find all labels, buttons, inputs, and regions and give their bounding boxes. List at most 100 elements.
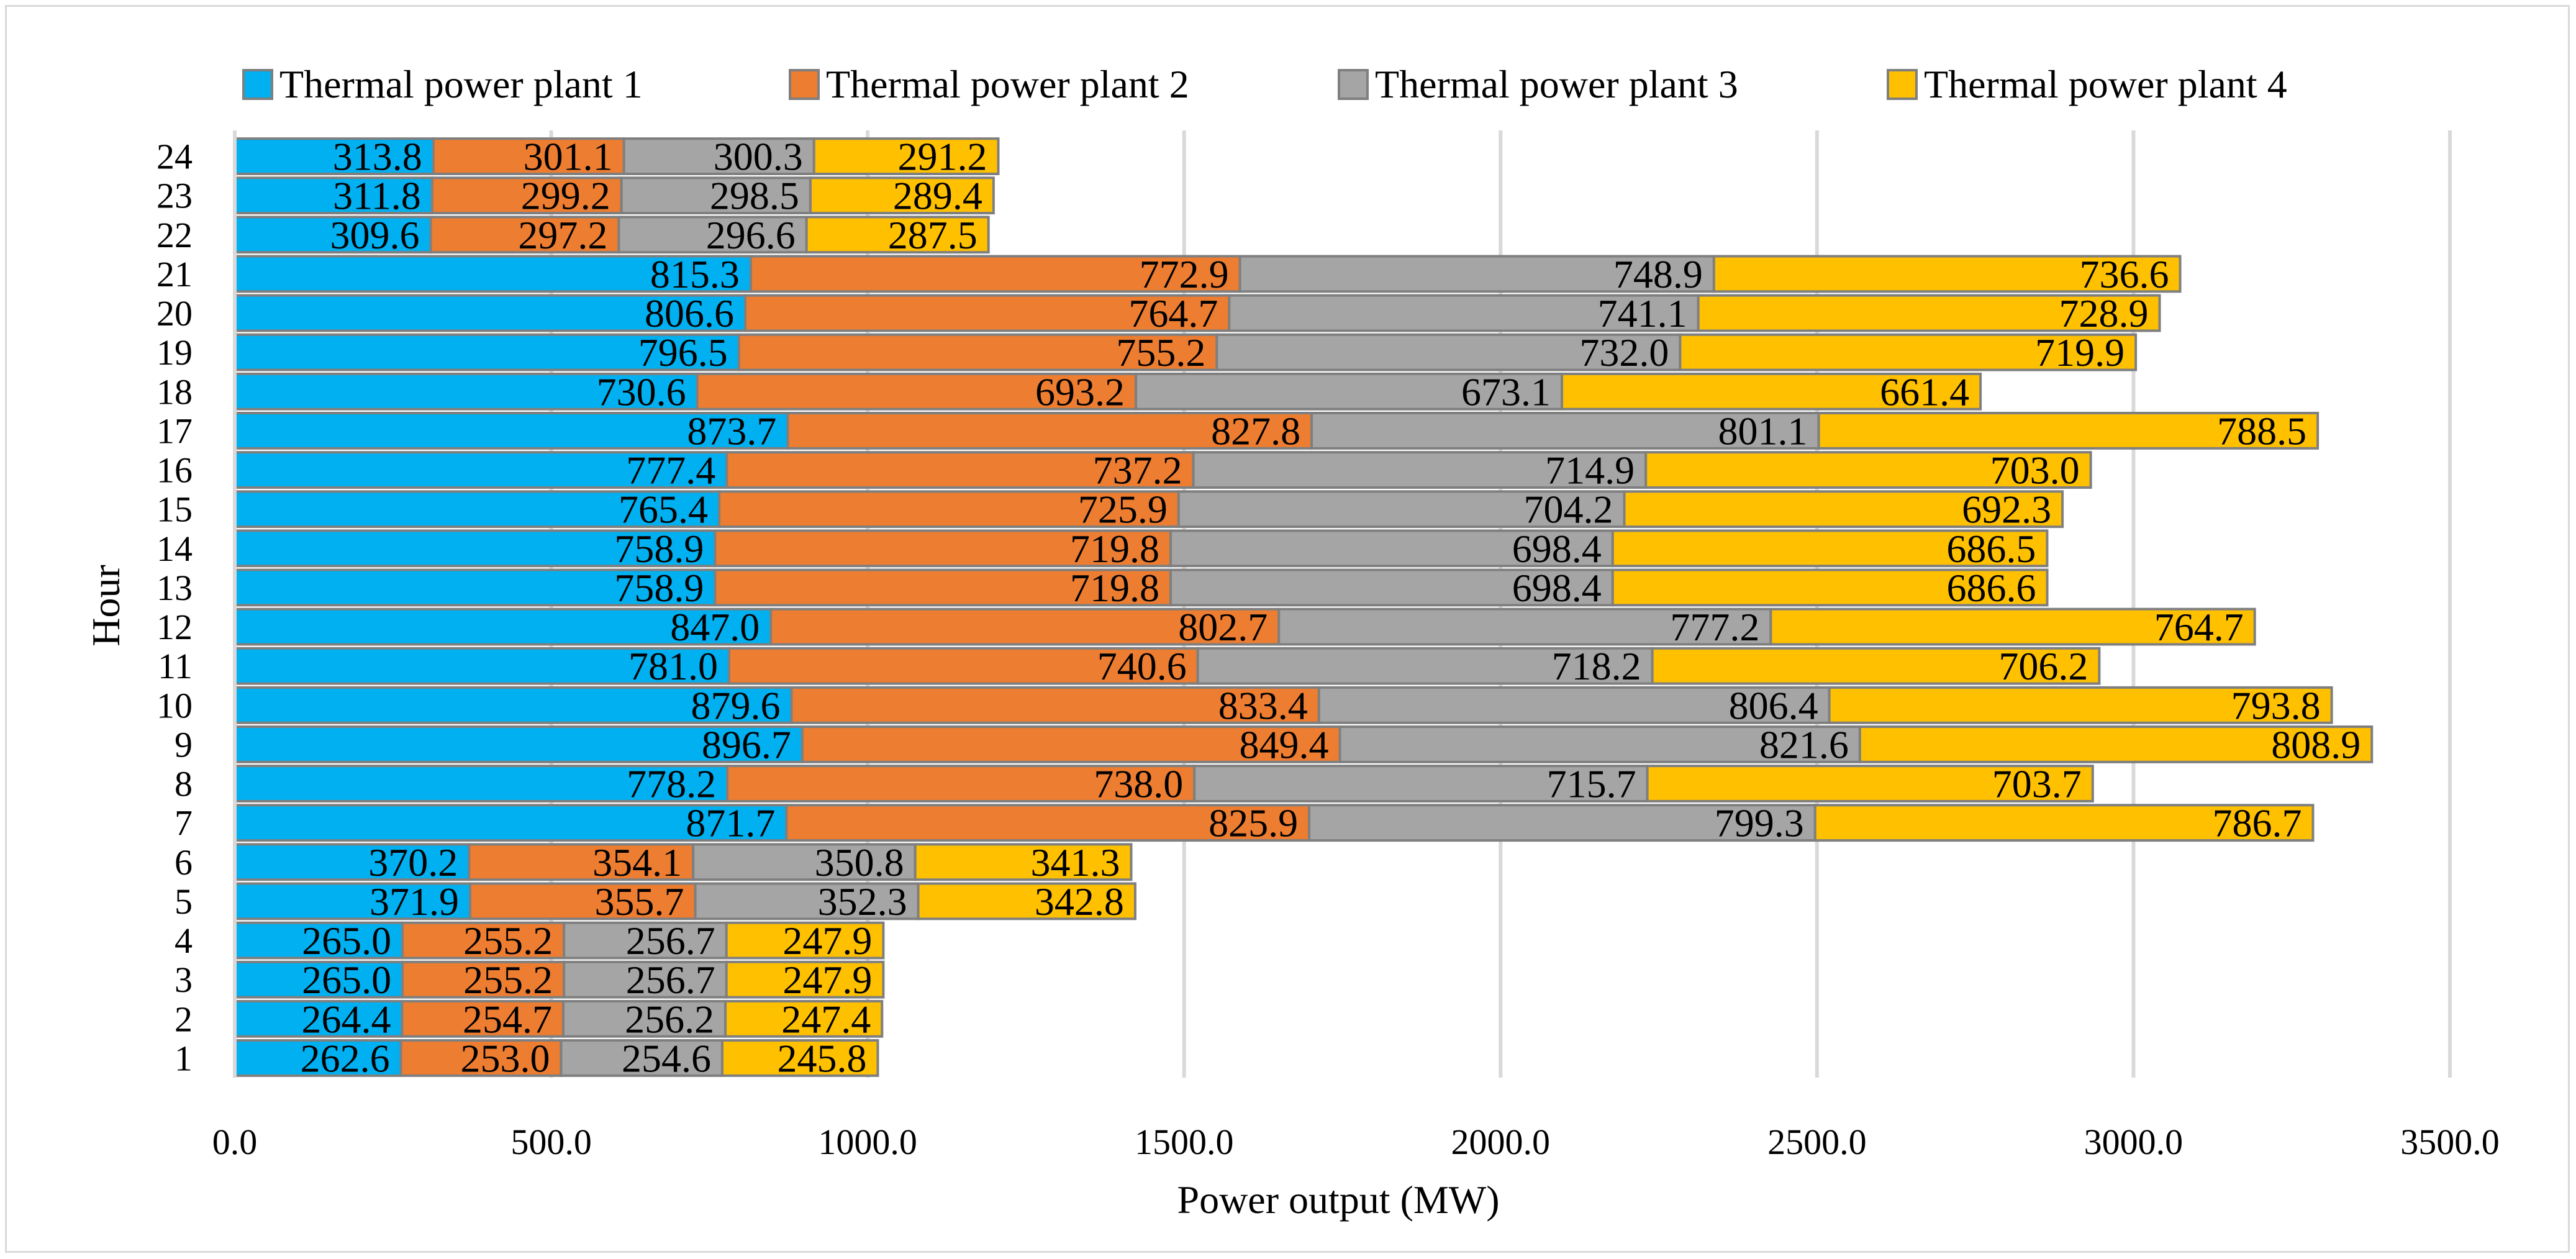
legend-swatch-plant-4 [1887,69,1918,100]
data-label: 300.3 [714,135,803,179]
y-tick-label: 6 [175,842,193,883]
data-label: 291.2 [897,135,987,179]
y-tick-label: 7 [175,803,193,843]
data-label: 342.8 [1035,879,1124,924]
data-label: 808.9 [2271,722,2361,766]
legend-swatch-plant-3 [1338,69,1369,100]
data-label: 777.4 [626,448,715,493]
x-tick-label: 2000.0 [1451,1122,1551,1162]
data-label: 764.7 [2154,605,2244,649]
x-tick-label: 1500.0 [1135,1122,1234,1162]
data-label: 728.9 [2059,291,2149,335]
x-tick-label: 2500.0 [1767,1122,1867,1162]
data-label: 719.8 [1070,566,1159,610]
data-label: 736.6 [2080,252,2169,296]
bar-segment-plant-4-hour-3 [725,960,885,999]
bar-segment-plant-2-hour-1 [399,1039,563,1077]
bar-segment-plant-3-hour-8 [1193,765,1649,802]
data-label: 764.7 [1128,291,1218,335]
data-label: 309.6 [330,213,420,257]
bar-segment-plant-3-hour-21 [1238,255,1715,293]
data-label: 799.3 [1715,801,1804,845]
data-label: 873.7 [687,409,776,453]
bar-segment-plant-2-hour-15 [718,490,1180,529]
legend-label: Thermal power plant 3 [1375,62,1738,106]
bar-segment-plant-4-hour-14 [1611,529,2049,568]
x-tick-label: 0.0 [212,1122,258,1162]
data-label: 801.1 [1718,409,1808,453]
bar-segment-plant-2-hour-16 [725,451,1195,489]
bar-segment-plant-1-hour-19 [234,333,740,371]
data-label: 802.7 [1178,605,1268,649]
data-label: 703.0 [1990,448,2080,493]
bar-segment-plant-1-hour-11 [234,647,730,685]
bar-segment-plant-3-hour-24 [622,137,815,175]
bar-segment-plant-1-hour-1 [234,1039,402,1077]
legend-swatch-plant-2 [789,69,820,100]
data-label: 741.1 [1598,291,1687,335]
bar-segment-plant-1-hour-22 [234,216,432,254]
y-tick-label: 15 [156,489,193,530]
y-tick-label: 19 [156,332,193,373]
data-label: 299.2 [521,174,610,218]
bar-segment-plant-4-hour-1 [720,1039,879,1077]
bar-segment-plant-4-hour-19 [1679,333,2138,371]
bar-segment-plant-4-hour-15 [1623,490,2064,529]
data-label: 765.4 [619,488,708,532]
data-label: 796.5 [638,330,728,375]
bar-segment-plant-3-hour-1 [560,1039,723,1077]
data-label: 247.9 [782,919,872,963]
data-label: 725.9 [1078,488,1168,532]
bar-segment-plant-1-hour-2 [234,999,404,1038]
data-label: 706.2 [1998,644,2088,688]
data-label: 827.8 [1211,409,1300,453]
bar-segment-plant-4-hour-2 [724,999,884,1038]
data-label: 704.2 [1524,488,1613,532]
x-tick-label: 3500.0 [2400,1122,2500,1162]
data-label: 350.8 [815,840,904,884]
x-tick-label: 3000.0 [2084,1122,2184,1162]
data-label: 311.8 [333,174,421,218]
bar-segment-plant-2-hour-5 [469,882,697,920]
y-tick-label: 18 [156,371,193,412]
y-tick-label: 4 [175,920,193,961]
data-label: 352.3 [818,879,907,924]
x-tick-label: 1000.0 [818,1122,917,1162]
bar-segment-plant-2-hour-23 [430,176,623,215]
bar-segment-plant-2-hour-10 [790,686,1320,724]
data-label: 786.7 [2212,801,2302,845]
bar-segment-plant-2-hour-19 [737,333,1218,371]
data-label: 313.8 [333,135,422,179]
bar-segment-plant-1-hour-20 [234,294,747,332]
legend-swatch-plant-1 [242,69,273,100]
bar-segment-plant-4-hour-5 [917,882,1136,920]
legend-label: Thermal power plant 1 [279,62,643,106]
bar-segment-plant-1-hour-4 [234,921,404,960]
bar-segment-plant-4-hour-18 [1561,372,1982,411]
bar-segment-plant-3-hour-22 [617,216,808,254]
data-label: 778.2 [627,762,716,806]
data-label: 355.7 [595,879,684,924]
bar-segment-plant-1-hour-6 [234,843,471,881]
data-label: 719.8 [1070,527,1159,571]
data-label: 301.1 [524,135,613,179]
data-label: 256.2 [625,997,714,1041]
data-label: 849.4 [1240,722,1329,766]
x-axis-title: Power output (MW) [1177,1178,1499,1222]
bar-segment-plant-1-hour-14 [234,529,717,568]
bar-segment-plant-3-hour-4 [563,921,728,960]
data-label: 806.4 [1729,683,1818,727]
y-tick-label: 9 [175,724,193,765]
bar-segment-plant-1-hour-8 [234,765,729,802]
data-label: 255.2 [463,919,553,963]
y-tick-label: 1 [175,1038,193,1078]
data-labels: 262.6 253.0 254.6 245.8 264.4 254.7 256.2 247.4… [301,135,2361,1081]
data-label: 772.9 [1140,252,1229,296]
data-label: 247.9 [782,958,872,1002]
bar-segment-plant-4-hour-21 [1712,255,2182,293]
bar-segment-plant-4-hour-6 [914,843,1133,881]
legend: Thermal power plant 1 Thermal power plant… [242,62,2287,106]
legend-label: Thermal power plant 2 [826,62,1189,106]
